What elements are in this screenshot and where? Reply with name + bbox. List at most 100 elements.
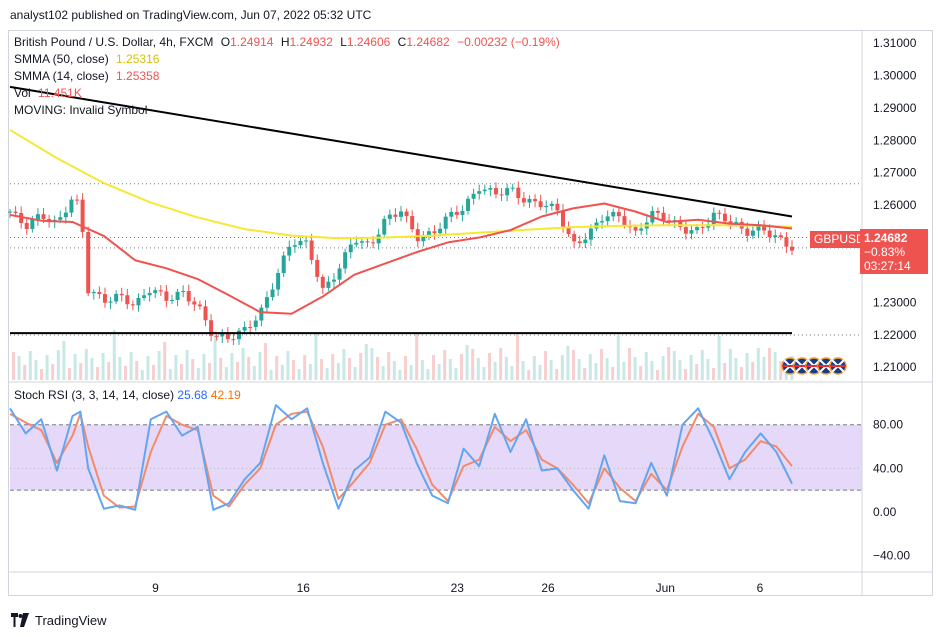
volume-bar	[572, 350, 575, 380]
volume-bar	[292, 360, 295, 380]
candle-body	[560, 210, 565, 227]
ohlc-open: 1.24914	[230, 35, 274, 49]
volume-bar	[376, 357, 379, 380]
volume-bar	[639, 366, 643, 380]
uk-flag-icon	[793, 357, 811, 375]
price-tick-label: 1.26000	[873, 198, 917, 212]
candle-body	[337, 268, 342, 280]
candle-body	[58, 217, 63, 220]
price-tick-label: 1.23000	[873, 295, 917, 309]
candle-body	[91, 292, 96, 294]
volume-bar	[779, 361, 783, 380]
volume-bar	[185, 350, 189, 380]
price-tick-label: 1.29000	[873, 101, 917, 115]
volume-bar	[566, 346, 570, 380]
candle-body	[488, 188, 493, 190]
volume-bar	[600, 349, 603, 380]
volume-bar	[51, 364, 55, 380]
volume-bar	[308, 364, 312, 380]
tradingview-logo-icon	[11, 613, 29, 627]
volume-bar	[644, 352, 648, 380]
volume-bar	[538, 365, 542, 380]
stoch-tick-label: 80.00	[873, 418, 903, 432]
volume-bar	[499, 348, 503, 380]
volume-bar	[437, 364, 441, 380]
volume-bar	[611, 367, 615, 380]
candle-body	[544, 206, 549, 208]
volume-bar	[213, 331, 217, 380]
volume-bar	[168, 369, 172, 380]
candle-body	[790, 246, 794, 251]
smma14-line	[9, 202, 793, 315]
price-tick-label: 1.21000	[873, 360, 917, 374]
uk-flag-icon	[829, 357, 847, 375]
candle-body	[493, 188, 498, 195]
volume-bar	[286, 351, 290, 380]
volume-bar	[258, 352, 262, 380]
volume-bar	[264, 343, 267, 380]
publisher-bar: analyst102 published on TradingView.com,…	[0, 0, 941, 30]
volume-bar	[784, 370, 788, 380]
candle-body	[745, 228, 750, 236]
candle-body	[399, 211, 403, 217]
volume-bar	[219, 358, 223, 380]
candle-body	[639, 228, 644, 231]
volume-bar	[728, 349, 732, 380]
volume-bar	[723, 363, 727, 380]
volume-bar	[678, 360, 682, 380]
candle-body	[75, 199, 80, 201]
volume-bar	[40, 369, 43, 380]
volume-bar	[320, 359, 323, 380]
candle-body	[482, 189, 487, 192]
candle-body	[186, 291, 191, 302]
stoch-tick-label: 40.00	[873, 461, 903, 475]
candle-body	[466, 198, 471, 211]
candle-body	[728, 221, 733, 223]
volume-bar	[516, 334, 519, 380]
candle-body	[331, 279, 336, 282]
volume-bar	[544, 351, 547, 380]
stoch-k-line	[9, 404, 793, 511]
volume-bar	[740, 367, 743, 380]
volume-bar	[62, 341, 66, 380]
price-tag-countdown: 03:27:14	[864, 259, 911, 273]
candle-body	[287, 246, 292, 256]
footer-brand[interactable]: TradingView	[35, 612, 107, 628]
candle-body	[382, 218, 387, 235]
candle-body	[35, 214, 40, 220]
volume-bar	[191, 359, 195, 380]
candle-body	[661, 212, 666, 221]
volume-bar	[146, 356, 150, 380]
volume-bar	[23, 365, 27, 380]
volume-bar	[706, 359, 710, 380]
volume-bar	[577, 359, 581, 380]
smma50-value: 1.25316	[116, 52, 160, 66]
volume-bar	[555, 369, 559, 380]
candle-body	[209, 320, 214, 336]
candle-body	[30, 219, 35, 229]
candle-body	[611, 211, 616, 217]
volume-bar	[112, 330, 116, 380]
candle-body	[130, 304, 135, 306]
volume-bar	[527, 370, 531, 380]
time-tick-label: 6	[757, 581, 764, 595]
candle-body	[63, 212, 68, 218]
candle-body	[533, 198, 538, 202]
candle-body	[505, 188, 510, 196]
volume-bar	[342, 349, 346, 380]
volume-bar	[129, 352, 133, 380]
smma50-line	[9, 129, 793, 240]
volume-bar	[532, 356, 536, 380]
candle-body	[354, 242, 359, 245]
volume-bar	[353, 367, 357, 380]
candle-body	[24, 223, 29, 229]
time-tick-label: 16	[297, 581, 311, 595]
candle-body	[717, 212, 722, 214]
volume-bar	[124, 366, 127, 380]
volume-bar	[605, 358, 609, 380]
volume-bar	[454, 368, 458, 380]
moving-text: MOVING: Invalid Symbol	[14, 103, 148, 117]
volume-bar	[622, 362, 626, 380]
volume-bar	[101, 353, 105, 380]
